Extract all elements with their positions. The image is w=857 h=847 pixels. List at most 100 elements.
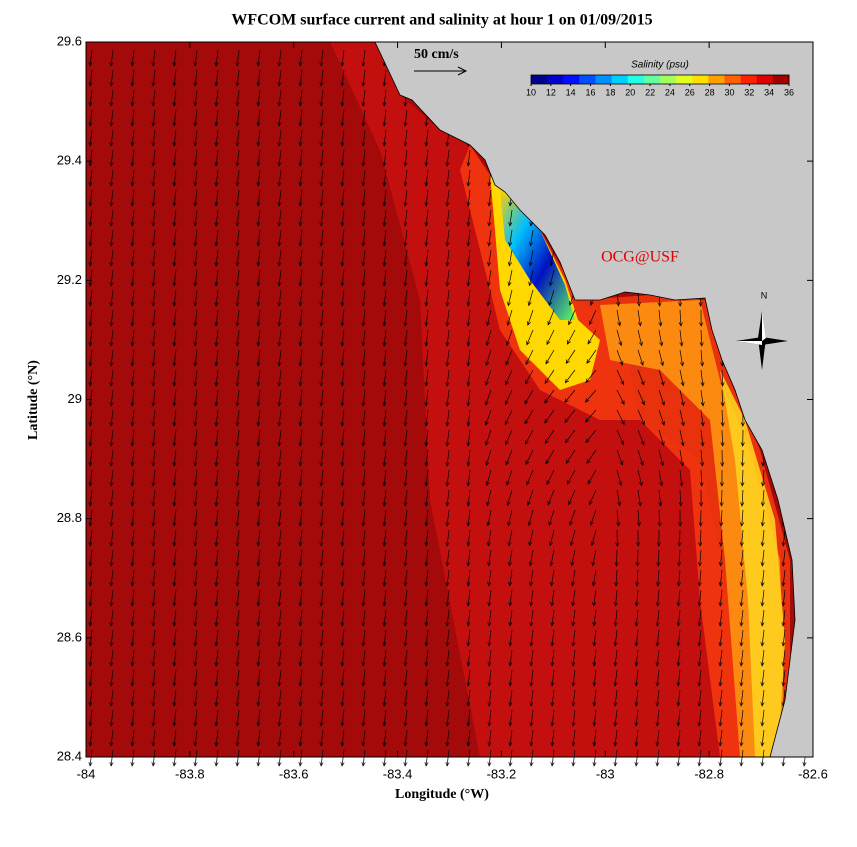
current-arrow (655, 589, 660, 607)
current-arrow (319, 669, 324, 687)
current-arrow (193, 649, 198, 667)
current-arrow (88, 529, 93, 547)
current-arrow (88, 409, 93, 427)
current-arrow (235, 669, 240, 687)
current-arrow (382, 669, 387, 687)
current-arrow (487, 209, 492, 227)
current-arrow (109, 589, 114, 607)
current-arrow (739, 569, 744, 587)
current-arrow (613, 709, 618, 727)
current-arrow (298, 669, 303, 687)
current-arrow (699, 329, 704, 347)
current-arrow (487, 669, 492, 687)
current-arrow (549, 249, 555, 267)
current-arrow (130, 749, 135, 767)
current-arrow (256, 569, 261, 587)
current-arrow (109, 469, 114, 487)
current-arrow (340, 689, 345, 707)
current-arrow (529, 709, 534, 727)
current-arrow (298, 489, 303, 507)
current-arrow (340, 449, 345, 467)
colorbar-tick-label: 28 (705, 87, 715, 97)
current-arrow (214, 49, 219, 67)
current-arrow (382, 289, 387, 307)
current-arrow (193, 169, 198, 187)
current-arrow (697, 689, 702, 707)
current-arrow (679, 349, 685, 367)
current-arrow (151, 709, 156, 727)
current-arrow (466, 249, 471, 267)
current-arrow (529, 729, 534, 747)
current-arrow (445, 329, 450, 347)
current-arrow (298, 729, 303, 747)
current-arrow (524, 429, 534, 445)
current-arrow (214, 169, 219, 187)
current-arrow (88, 89, 93, 107)
current-arrow (697, 749, 702, 767)
current-arrow (529, 629, 534, 647)
current-arrow (235, 569, 240, 587)
current-arrow (172, 629, 177, 647)
current-arrow (88, 329, 93, 347)
current-arrow (382, 429, 387, 447)
current-arrow (214, 429, 219, 447)
current-arrow (193, 229, 198, 247)
current-arrow (466, 229, 471, 247)
current-arrow (151, 629, 156, 647)
current-arrow (634, 629, 639, 647)
current-arrow (505, 429, 513, 446)
current-arrow (658, 409, 665, 426)
current-arrow (172, 109, 177, 127)
current-arrow (298, 449, 303, 467)
current-arrow (256, 589, 261, 607)
current-arrow (550, 729, 555, 747)
current-arrow (634, 729, 639, 747)
current-arrow (277, 49, 282, 67)
current-arrow (361, 169, 366, 187)
current-arrow (214, 289, 219, 307)
current-arrow (679, 449, 685, 467)
current-arrow (487, 649, 492, 667)
current-arrow (403, 429, 408, 447)
current-arrow (614, 569, 619, 587)
current-arrow (466, 169, 471, 187)
x-tick-label: -82.8 (694, 766, 724, 781)
current-arrow (256, 109, 261, 127)
current-arrow (781, 629, 786, 647)
current-arrow (571, 749, 576, 767)
current-arrow (130, 589, 135, 607)
current-arrow (109, 69, 114, 87)
current-arrow (151, 689, 156, 707)
current-arrow (548, 289, 555, 307)
land (374, 41, 814, 758)
current-arrow (88, 609, 93, 627)
current-arrow (130, 89, 135, 107)
current-arrow (361, 129, 366, 147)
current-arrow (319, 349, 324, 367)
current-arrow (570, 549, 576, 567)
current-arrow (486, 489, 492, 507)
current-arrow (361, 669, 366, 687)
current-arrow (88, 729, 93, 747)
colorbar-swatch (595, 75, 612, 84)
current-arrow (403, 249, 408, 267)
current-arrow (592, 589, 597, 607)
current-arrow (298, 209, 303, 227)
current-arrow (637, 469, 643, 487)
current-arrow (235, 249, 240, 267)
current-arrow (172, 669, 177, 687)
current-arrow (637, 449, 644, 467)
current-arrow (382, 549, 387, 567)
current-arrow (466, 349, 471, 367)
current-arrow (445, 309, 450, 327)
current-arrow (592, 649, 597, 667)
current-arrow (484, 389, 492, 406)
current-arrow (549, 529, 555, 547)
current-arrow (588, 309, 597, 326)
current-arrow (109, 189, 114, 207)
current-arrow (193, 349, 198, 367)
current-arrow (361, 549, 366, 567)
current-arrow (525, 349, 534, 366)
current-arrow (319, 309, 324, 327)
